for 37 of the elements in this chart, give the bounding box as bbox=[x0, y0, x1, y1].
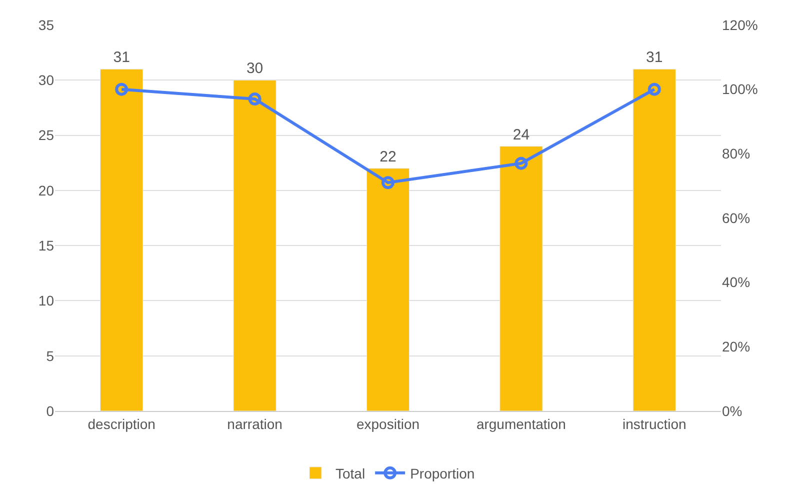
x-tick-label: argumentation bbox=[476, 416, 566, 432]
y2-tick-label: 80% bbox=[722, 146, 750, 162]
bar bbox=[366, 168, 410, 411]
bar bbox=[233, 80, 276, 411]
legend-label: Proportion bbox=[410, 465, 475, 482]
point bbox=[514, 156, 528, 170]
data-label: 31 bbox=[646, 49, 663, 66]
y2-tick-label: 60% bbox=[722, 210, 750, 226]
y-tick-label: 5 bbox=[46, 348, 54, 364]
y2-tick-label: 120% bbox=[722, 16, 758, 33]
y-tick-label: 30 bbox=[38, 72, 54, 88]
y-tick-label: 20 bbox=[38, 182, 54, 198]
point bbox=[115, 82, 128, 96]
data-label: 24 bbox=[512, 126, 530, 144]
y-tick-label: 35 bbox=[38, 16, 54, 33]
bar bbox=[500, 146, 543, 411]
y-tick-label: 0 bbox=[46, 402, 54, 419]
data-label: 30 bbox=[246, 60, 264, 78]
point bbox=[648, 82, 661, 96]
x-tick-label: description bbox=[88, 416, 156, 432]
x-tick-label: instruction bbox=[622, 416, 686, 432]
y2-tick-label: 100% bbox=[722, 81, 758, 98]
x-tick-label: narration bbox=[227, 416, 282, 432]
y-tick-label: 25 bbox=[38, 127, 54, 144]
bar bbox=[100, 68, 144, 411]
legend-label: Total bbox=[336, 465, 366, 482]
y-tick-label: 10 bbox=[38, 292, 54, 309]
y2-tick-label: 0% bbox=[722, 402, 742, 419]
data-label: 22 bbox=[380, 148, 396, 166]
y2-tick-label: 20% bbox=[722, 338, 750, 355]
y2-tick-label: 40% bbox=[722, 274, 750, 290]
bar bbox=[632, 68, 676, 411]
data-label: 31 bbox=[113, 49, 130, 66]
x-tick-label: exposition bbox=[356, 416, 420, 432]
y-tick-label: 15 bbox=[38, 237, 54, 254]
point bbox=[248, 92, 262, 106]
point bbox=[382, 176, 394, 190]
